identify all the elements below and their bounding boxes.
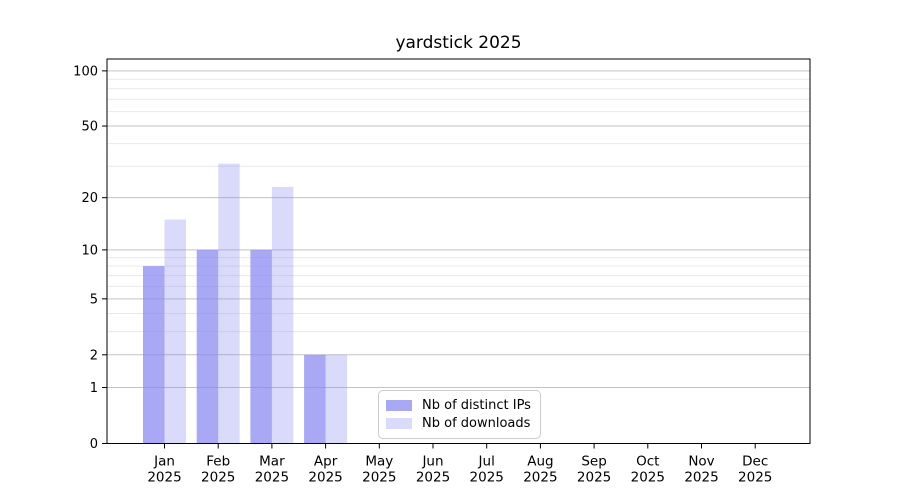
bar-distinct-ips-mar bbox=[250, 249, 272, 444]
x-tick-label-month: Mar bbox=[259, 454, 285, 470]
bar-downloads-mar bbox=[271, 186, 294, 444]
x-tick-label-year: 2025 bbox=[738, 470, 772, 486]
x-tick-label-year: 2025 bbox=[577, 470, 611, 486]
x-tick-label-month: Jan bbox=[153, 454, 175, 470]
legend-item-downloads: Nb of downloads bbox=[386, 415, 531, 432]
x-tick-label-year: 2025 bbox=[147, 470, 181, 486]
x-tick-label-month: May bbox=[365, 454, 393, 470]
x-tick-label-year: 2025 bbox=[201, 470, 235, 486]
y-tick-label: 10 bbox=[81, 243, 98, 258]
x-tick-label-month: Oct bbox=[636, 454, 659, 470]
x-tick-label-year: 2025 bbox=[362, 470, 396, 486]
x-tick-label-month: Aug bbox=[527, 454, 553, 470]
bar-distinct-ips-apr bbox=[304, 354, 326, 444]
legend-swatch-downloads bbox=[386, 418, 412, 429]
legend-swatch-distinct-ips bbox=[386, 400, 412, 411]
y-tick-label: 1 bbox=[90, 381, 98, 396]
x-tick-label-year: 2025 bbox=[416, 470, 450, 486]
bar-distinct-ips-feb bbox=[196, 249, 219, 444]
x-tick-label-year: 2025 bbox=[255, 470, 289, 486]
x-tick-label-month: Feb bbox=[206, 454, 230, 470]
x-tick-label-year: 2025 bbox=[684, 470, 718, 486]
x-tick-label-month: Jun bbox=[421, 454, 443, 470]
bar-downloads-apr bbox=[325, 354, 348, 444]
bar-distinct-ips-jan bbox=[143, 266, 165, 444]
legend: Nb of distinct IPs Nb of downloads bbox=[378, 390, 541, 439]
x-tick-label-year: 2025 bbox=[523, 470, 557, 486]
plot-border bbox=[106, 58, 811, 444]
x-tick-label-month: Sep bbox=[581, 454, 606, 470]
legend-label-downloads: Nb of downloads bbox=[422, 416, 531, 431]
y-tick-label: 2 bbox=[90, 348, 98, 363]
bar-downloads-feb bbox=[218, 163, 240, 444]
chart-title: yardstick 2025 bbox=[395, 33, 522, 53]
x-tick-label-year: 2025 bbox=[631, 470, 665, 486]
y-tick-label: 50 bbox=[81, 120, 98, 135]
x-tick-label-year: 2025 bbox=[308, 470, 342, 486]
y-tick-label: 100 bbox=[73, 64, 98, 79]
x-tick-label-month: Dec bbox=[742, 454, 768, 470]
x-tick-label-month: Apr bbox=[314, 454, 338, 470]
x-tick-label-year: 2025 bbox=[470, 470, 504, 486]
y-tick-label: 20 bbox=[81, 191, 98, 206]
bar-downloads-jan bbox=[164, 219, 186, 444]
x-tick-label-month: Nov bbox=[688, 454, 714, 470]
x-tick-label-month: Jul bbox=[478, 454, 495, 470]
y-tick-label: 5 bbox=[90, 292, 98, 307]
legend-item-distinct-ips: Nb of distinct IPs bbox=[386, 397, 531, 414]
legend-label-distinct-ips: Nb of distinct IPs bbox=[422, 398, 531, 413]
y-tick-label: 0 bbox=[90, 437, 98, 452]
